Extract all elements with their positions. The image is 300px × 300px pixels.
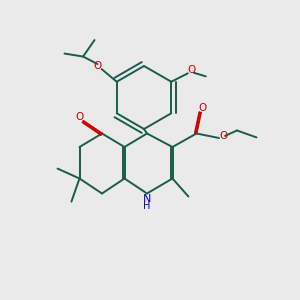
Text: O: O (219, 130, 227, 141)
Text: H: H (143, 201, 151, 211)
Text: O: O (188, 65, 196, 75)
Text: O: O (75, 112, 83, 122)
Text: N: N (143, 194, 151, 205)
Text: O: O (94, 61, 102, 71)
Text: O: O (198, 103, 207, 113)
